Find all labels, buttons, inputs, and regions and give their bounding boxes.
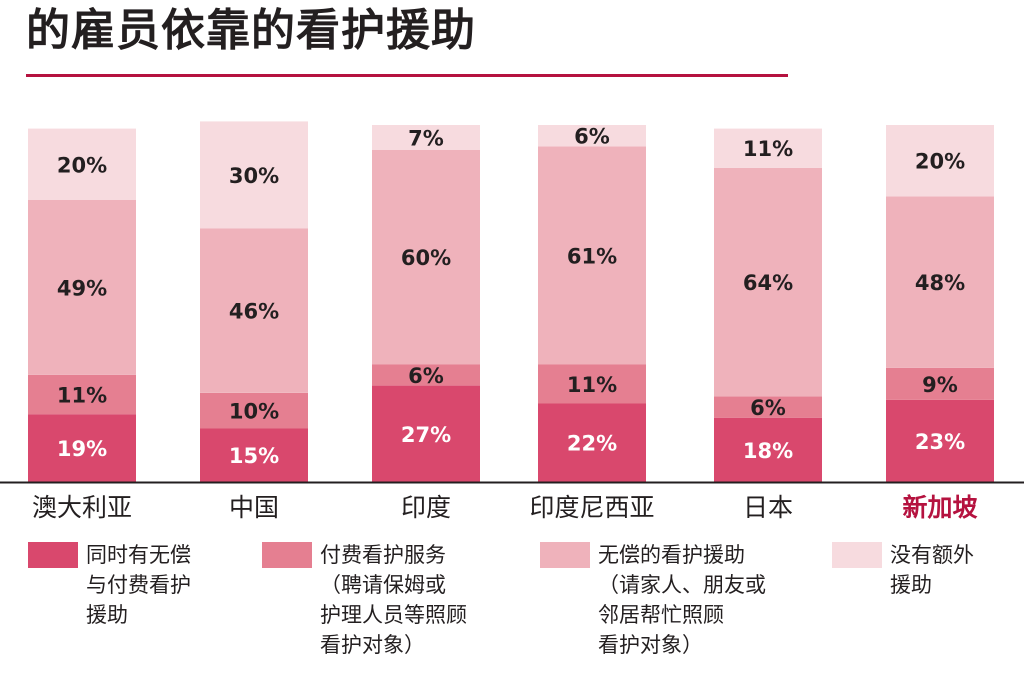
data-label: 11%	[743, 137, 793, 161]
data-label: 27%	[401, 423, 451, 447]
legend-item: 付费看护服务 （聘请保姆或 护理人员等照顾 看护对象）	[262, 540, 467, 660]
legend-text-block: 付费看护服务 （聘请保姆或 护理人员等照顾 看护对象）	[320, 540, 467, 660]
bar-segment	[886, 399, 994, 482]
bar-segment	[200, 392, 308, 429]
stacked-bar-chart: 19% 11% 49% 20% 澳大利亚 15% 10% 46% 30% 中国 27% 6% 60% 7%…	[0, 121, 1024, 522]
data-label: 64%	[743, 271, 793, 295]
data-label: 49%	[57, 276, 107, 300]
bar-stack: 23% 9% 48% 20%	[886, 125, 994, 482]
category-label: 新加坡	[902, 493, 977, 522]
data-label: 9%	[922, 373, 958, 397]
data-label: 61%	[567, 244, 617, 268]
data-label: 15%	[229, 444, 279, 468]
bar-segment	[200, 228, 308, 393]
bar-segment	[714, 396, 822, 418]
bar-segment	[886, 367, 994, 400]
category-label: 日本	[743, 493, 793, 522]
chart-title: 的雇员依靠的看护援助	[26, 5, 476, 56]
data-label: 20%	[915, 150, 965, 174]
legend-swatch	[832, 542, 882, 568]
category-label: 澳大利亚	[32, 493, 132, 522]
bar-segment	[372, 150, 480, 365]
bar-segment	[372, 385, 480, 482]
bar-segment	[200, 428, 308, 482]
bar-stack: 22% 11% 61% 6%	[538, 125, 646, 482]
legend-text-block: 同时有无偿 与付费看护 援助	[86, 540, 191, 630]
legend-swatch	[262, 542, 312, 568]
bar-stack: 19% 11% 49% 20%	[28, 128, 136, 482]
category-label: 印度尼西亚	[529, 493, 654, 522]
bar-segment	[886, 196, 994, 368]
bar-stack: 27% 6% 60% 7%	[372, 125, 480, 482]
legend-label: 无偿的看护援助	[598, 543, 745, 567]
legend-label: 同时有无偿 与付费看护 援助	[86, 543, 191, 627]
bar-segment	[28, 128, 136, 200]
legend-text-block: 无偿的看护援助 （请家人、朋友或 邻居帮忙照顾 看护对象）	[598, 540, 766, 660]
data-label: 48%	[915, 271, 965, 295]
legend-swatch	[540, 542, 590, 568]
bar-segment	[28, 374, 136, 415]
bar-segment	[28, 200, 136, 375]
category-label: 中国	[229, 493, 279, 522]
bar-segment	[28, 414, 136, 482]
bar-segment	[538, 146, 646, 365]
data-label: 60%	[401, 246, 451, 270]
data-label: 23%	[915, 430, 965, 454]
data-label: 46%	[229, 300, 279, 324]
data-label: 20%	[57, 153, 107, 177]
data-label: 19%	[57, 437, 107, 461]
legend-description: （聘请保姆或 护理人员等照顾 看护对象）	[320, 573, 467, 657]
legend-label: 付费看护服务	[320, 543, 446, 567]
legend-label: 没有额外 援助	[890, 543, 974, 597]
bar-segment	[714, 128, 822, 168]
bar-segment	[886, 125, 994, 197]
bar-segment	[372, 364, 480, 386]
legend-text-block: 没有额外 援助	[890, 540, 974, 600]
legend-item: 无偿的看护援助 （请家人、朋友或 邻居帮忙照顾 看护对象）	[540, 540, 766, 660]
bar-stack: 15% 10% 46% 30%	[200, 121, 308, 482]
data-label: 6%	[574, 125, 610, 149]
bar-stack: 18% 6% 64% 11%	[714, 128, 822, 482]
data-label: 6%	[408, 364, 444, 388]
bar-segment	[714, 167, 822, 397]
legend-item: 同时有无偿 与付费看护 援助	[28, 540, 191, 630]
bar-segment	[200, 121, 308, 229]
data-label: 7%	[408, 127, 444, 151]
bar-segment	[538, 364, 646, 404]
data-label: 11%	[57, 384, 107, 408]
legend-item: 没有额外 援助	[832, 540, 974, 600]
legend-swatch	[28, 542, 78, 568]
data-label: 11%	[567, 373, 617, 397]
data-label: 6%	[750, 396, 786, 420]
data-label: 10%	[229, 400, 279, 424]
bar-segment	[714, 417, 822, 482]
data-label: 30%	[229, 164, 279, 188]
bar-segment	[372, 125, 480, 150]
bar-segment	[538, 125, 646, 147]
data-label: 22%	[567, 432, 617, 456]
legend-description: （请家人、朋友或 邻居帮忙照顾 看护对象）	[598, 573, 766, 657]
title-rule	[26, 74, 788, 77]
category-label: 印度	[401, 493, 451, 522]
data-label: 18%	[743, 439, 793, 463]
bar-segment	[538, 403, 646, 482]
